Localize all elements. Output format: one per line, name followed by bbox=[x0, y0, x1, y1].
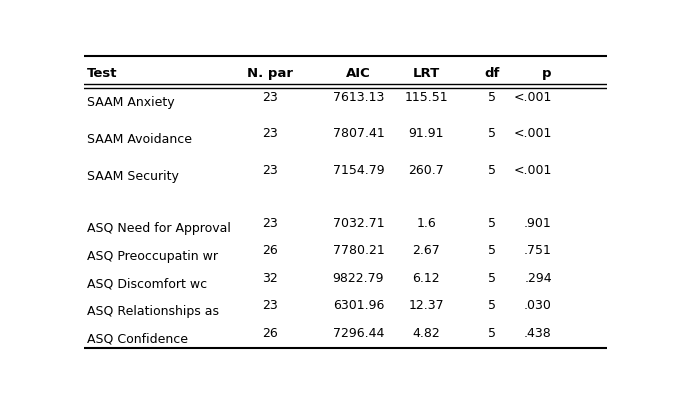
Text: 1.6: 1.6 bbox=[417, 217, 436, 229]
Text: ASQ Confidence: ASQ Confidence bbox=[87, 333, 188, 346]
Text: 23: 23 bbox=[262, 127, 278, 140]
Text: 5: 5 bbox=[488, 91, 495, 103]
Text: 5: 5 bbox=[488, 164, 495, 177]
Text: <.001: <.001 bbox=[514, 91, 552, 103]
Text: 260.7: 260.7 bbox=[408, 164, 444, 177]
Text: 5: 5 bbox=[488, 300, 495, 312]
Text: SAAM Avoidance: SAAM Avoidance bbox=[87, 133, 192, 146]
Text: Test: Test bbox=[87, 67, 117, 81]
Text: .294: .294 bbox=[524, 272, 552, 285]
Text: 5: 5 bbox=[488, 217, 495, 229]
Text: 23: 23 bbox=[262, 300, 278, 312]
Text: 115.51: 115.51 bbox=[404, 91, 448, 103]
Text: 7613.13: 7613.13 bbox=[333, 91, 384, 103]
Text: df: df bbox=[484, 67, 499, 81]
Text: 32: 32 bbox=[262, 272, 278, 285]
Text: .751: .751 bbox=[524, 244, 552, 257]
Text: 6.12: 6.12 bbox=[412, 272, 440, 285]
Text: .030: .030 bbox=[524, 300, 552, 312]
Text: SAAM Anxiety: SAAM Anxiety bbox=[87, 96, 175, 109]
Text: 23: 23 bbox=[262, 164, 278, 177]
Text: N. par: N. par bbox=[247, 67, 293, 81]
Text: ASQ Need for Approval: ASQ Need for Approval bbox=[87, 222, 231, 235]
Text: 23: 23 bbox=[262, 217, 278, 229]
Text: ASQ Relationships as: ASQ Relationships as bbox=[87, 305, 219, 318]
Text: <.001: <.001 bbox=[514, 164, 552, 177]
Text: 9822.79: 9822.79 bbox=[333, 272, 384, 285]
Text: 2.67: 2.67 bbox=[412, 244, 440, 257]
Text: ASQ Preoccupatin wr: ASQ Preoccupatin wr bbox=[87, 250, 218, 263]
Text: SAAM Security: SAAM Security bbox=[87, 170, 179, 183]
Text: 26: 26 bbox=[262, 327, 278, 340]
Text: 5: 5 bbox=[488, 272, 495, 285]
Text: 91.91: 91.91 bbox=[408, 127, 444, 140]
Text: 5: 5 bbox=[488, 244, 495, 257]
Text: .438: .438 bbox=[524, 327, 552, 340]
Text: <.001: <.001 bbox=[514, 127, 552, 140]
Text: 7807.41: 7807.41 bbox=[332, 127, 384, 140]
Text: LRT: LRT bbox=[412, 67, 440, 81]
Text: 12.37: 12.37 bbox=[408, 300, 444, 312]
Text: 6301.96: 6301.96 bbox=[333, 300, 384, 312]
Text: 7780.21: 7780.21 bbox=[332, 244, 384, 257]
Text: 4.82: 4.82 bbox=[412, 327, 440, 340]
Text: 5: 5 bbox=[488, 327, 495, 340]
Text: 7296.44: 7296.44 bbox=[333, 327, 384, 340]
Text: AIC: AIC bbox=[346, 67, 371, 81]
Text: ASQ Discomfort wc: ASQ Discomfort wc bbox=[87, 277, 207, 290]
Text: 7032.71: 7032.71 bbox=[333, 217, 384, 229]
Text: 23: 23 bbox=[262, 91, 278, 103]
Text: 26: 26 bbox=[262, 244, 278, 257]
Text: p: p bbox=[543, 67, 552, 81]
Text: 5: 5 bbox=[488, 127, 495, 140]
Text: 7154.79: 7154.79 bbox=[333, 164, 384, 177]
Text: .901: .901 bbox=[524, 217, 552, 229]
